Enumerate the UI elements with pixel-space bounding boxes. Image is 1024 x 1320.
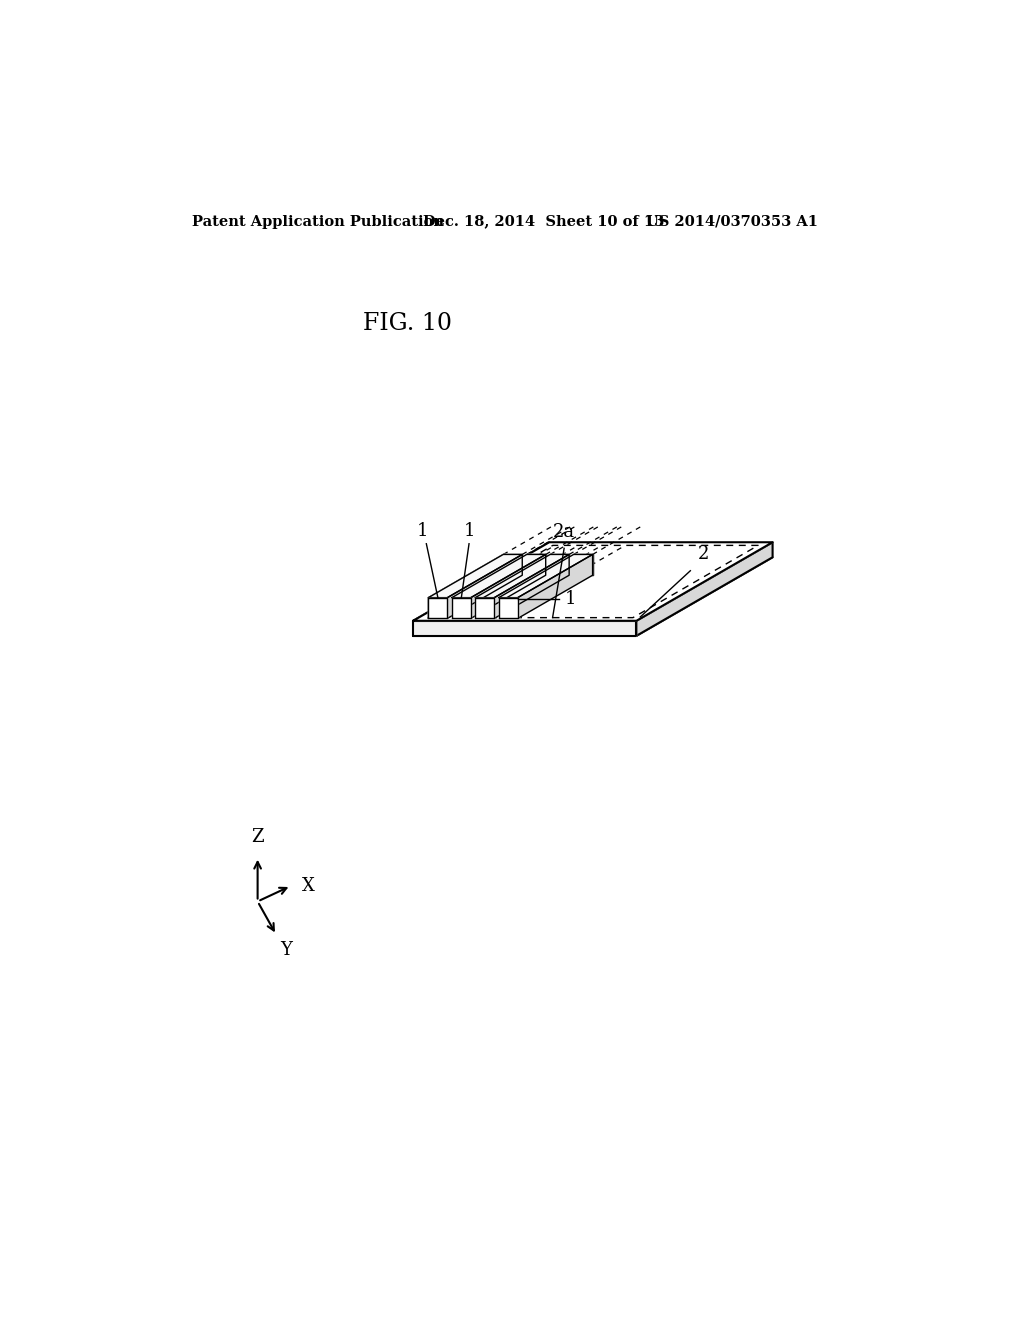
Polygon shape — [573, 554, 593, 576]
Polygon shape — [447, 554, 522, 619]
Polygon shape — [637, 543, 772, 636]
Text: Dec. 18, 2014  Sheet 10 of 13: Dec. 18, 2014 Sheet 10 of 13 — [423, 215, 665, 228]
Text: 1: 1 — [564, 590, 575, 609]
Polygon shape — [452, 598, 471, 619]
Polygon shape — [499, 598, 518, 619]
Polygon shape — [495, 554, 569, 619]
Polygon shape — [475, 554, 569, 598]
Polygon shape — [550, 554, 569, 576]
Polygon shape — [428, 554, 503, 619]
Polygon shape — [526, 554, 546, 576]
Polygon shape — [413, 557, 772, 636]
Text: Y: Y — [281, 941, 292, 960]
Polygon shape — [503, 554, 522, 576]
Polygon shape — [413, 543, 549, 636]
Text: Z: Z — [251, 828, 264, 846]
Polygon shape — [471, 554, 546, 619]
Polygon shape — [428, 598, 447, 619]
Text: US 2014/0370353 A1: US 2014/0370353 A1 — [646, 215, 818, 228]
Polygon shape — [413, 620, 637, 636]
Polygon shape — [413, 543, 772, 620]
Polygon shape — [428, 554, 522, 598]
Text: 2a: 2a — [553, 523, 575, 541]
Polygon shape — [452, 554, 546, 598]
Text: Patent Application Publication: Patent Application Publication — [193, 215, 444, 228]
Text: FIG. 10: FIG. 10 — [364, 313, 453, 335]
Text: X: X — [302, 876, 314, 895]
Text: 2: 2 — [698, 545, 710, 564]
Text: 1: 1 — [417, 521, 428, 540]
Text: 1: 1 — [463, 521, 475, 540]
Polygon shape — [475, 598, 495, 619]
Polygon shape — [518, 554, 593, 619]
Polygon shape — [499, 554, 593, 598]
